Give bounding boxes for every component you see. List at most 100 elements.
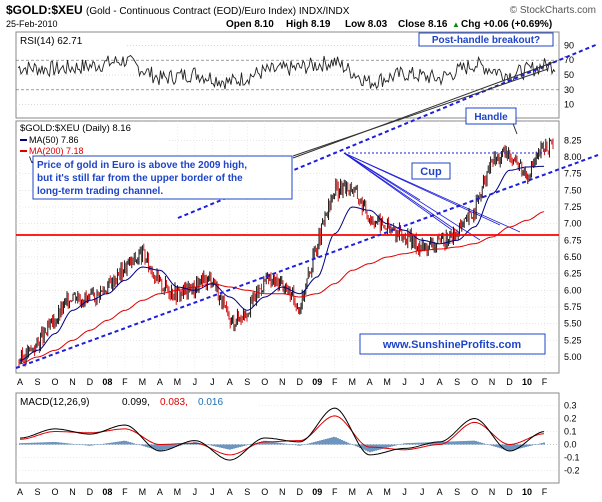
macd-hist-bar [423,442,425,445]
x-axis-label: A [437,487,443,497]
macd-hist-bar [407,443,409,445]
macd-hist-bar [147,444,149,448]
x-axis-label: D [87,377,94,387]
macd-hist-bar [95,444,97,445]
macd-hist-bar [357,444,359,448]
macd-signal-value: 0.083, [160,397,188,408]
macd-hist-bar [395,444,397,446]
macd-hist-bar [159,444,161,451]
macd-hist-bar [499,444,501,449]
macd-hist-bar [125,440,127,445]
macd-hist-bar [185,444,187,445]
macd-hist-bar [517,444,519,449]
macd-hist-bar [245,444,247,446]
macd-hist-bar [379,444,381,450]
macd-hist-bar [231,444,233,450]
rsi-tick-label: 70 [564,55,574,65]
macd-hist-bar [385,444,387,449]
macd-hist-bar [39,442,41,445]
macd-hist-bar [99,444,101,445]
macd-hist-bar [285,443,287,445]
rsi-panel: RSI(14) 62.71 90 70 50 30 10 Post-handle bre… [15,31,574,119]
macd-hist-bar [247,444,249,445]
macd-hist-bar [345,441,347,445]
open-value: Open 8.10 [226,19,274,30]
x-axis-label: O [261,377,268,387]
x-axis-label: S [454,377,460,387]
high-value: High 8.19 [286,19,331,30]
macd-hist-bar [491,444,493,446]
macd-hist-bar [181,444,183,446]
x-axis-label: O [471,487,478,497]
macd-hist-bar [151,444,153,449]
macd-hist-bar [455,441,457,445]
macd-hist-bar [467,440,469,445]
macd-hist-bar [525,444,527,447]
macd-hist-bar [303,444,305,445]
x-axis-label: D [296,487,303,497]
macd-hist-bar [505,444,507,450]
macd-hist-bar [503,444,505,450]
macd-hist-bar [67,443,69,445]
macd-hist-bar [167,444,169,449]
macd-tick-label: 0.2 [564,414,577,424]
price-legend-main: $GOLD:$XEU (Daily) 8.16 [20,123,131,134]
rsi-label-box [18,34,126,46]
macd-hist-bar [71,443,73,445]
price-tick-label: 7.00 [564,219,582,229]
macd-hist-bar [425,442,427,445]
macd-hist-bar [131,442,133,445]
macd-hist-bar [189,443,191,445]
macd-hist-bar [537,444,539,445]
x-axis-label: O [51,377,58,387]
macd-hist-bar [129,442,131,445]
cup-label-box [411,162,451,180]
price-tick-label: 5.00 [564,352,582,362]
x-axis-label: F [122,377,128,387]
macd-hist-bar [397,444,399,445]
macd-hist-bar [301,444,303,446]
macd-hist-bar [465,440,467,445]
macd-hist-bar [281,443,283,445]
price-panel: 8.25 8.00 7.75 7.50 7.25 7.00 6.75 6.50 6.25 6.00… [15,43,599,374]
x-axis-label: S [244,377,250,387]
macd-hist-bar [307,443,309,445]
x-axis-label: D [87,487,94,497]
macd-hist-bar [461,441,463,445]
macd-hist-bar [311,442,313,445]
macd-hist-bar [63,442,65,445]
macd-hist-bar [175,444,177,447]
macd-hist-bar [75,444,77,445]
macd-hist-bar [135,443,137,445]
fan-line [343,152,461,234]
macd-hist-bar [329,437,331,445]
macd-tick-label: 0.3 [564,401,577,411]
x-axis-label: J [210,487,215,497]
handle-label-box [465,107,517,125]
macd-hist-bar [283,443,285,445]
macd-hist-bar [267,441,269,445]
x-axis-label: J [193,487,198,497]
macd-hist-bar [349,443,351,445]
macd-hist-bar [221,444,223,448]
macd-hist-bar [331,437,333,445]
macd-hist-bar [31,442,33,445]
macd-panel-frame [15,392,560,484]
macd-hist-bar [533,444,535,445]
macd-hist-bar [361,444,363,449]
x-axis-label: N [69,377,76,387]
x-axis-label: O [261,487,268,497]
copyright-text: © StockCharts.com [510,5,596,16]
annotation-pointer-line-2 [292,68,549,157]
macd-hist-bar [297,444,299,446]
price-tick-label: 7.75 [564,169,582,179]
x-axis-label: J [420,487,425,497]
macd-hist-bar [421,442,423,445]
macd-hist-bar [19,443,21,445]
macd-hist-bar [93,444,95,446]
macd-hist-bar [341,439,343,445]
macd-hist-bar [351,444,353,445]
macd-hist-bar [493,444,495,447]
rsi-tick-label: 50 [564,70,574,80]
macd-label: MACD(12,26,9) [20,397,89,408]
